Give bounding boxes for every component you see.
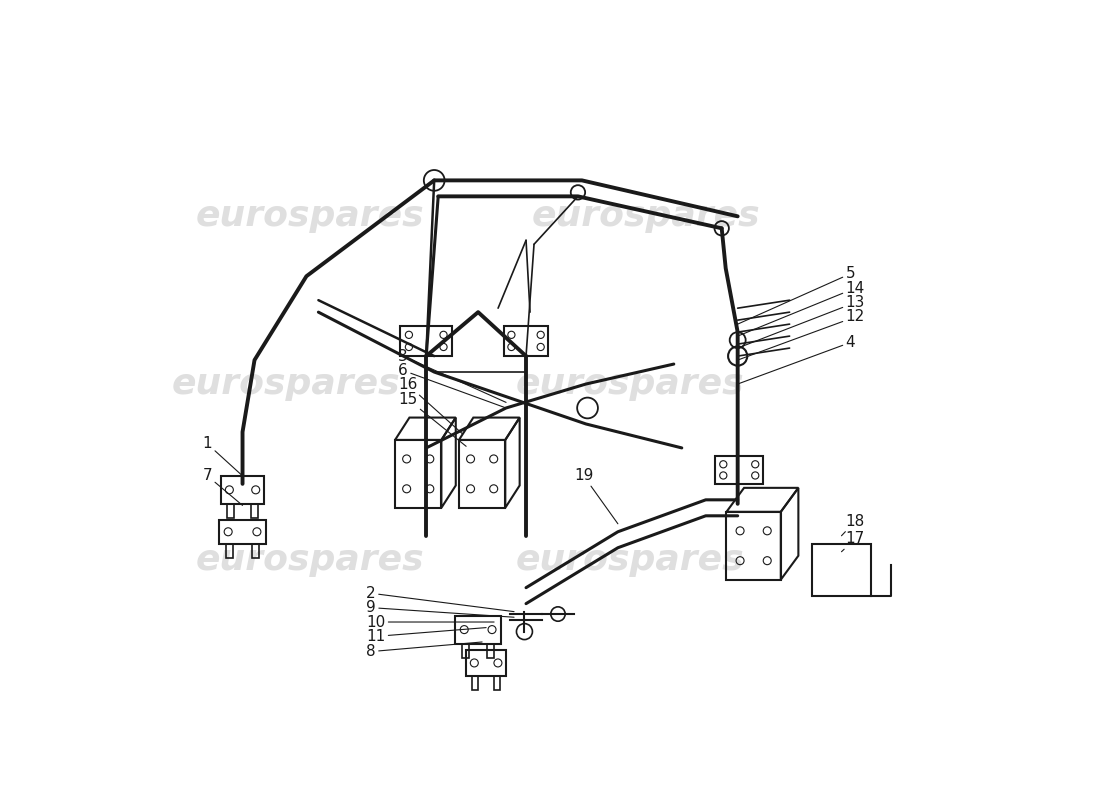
Text: 1: 1 (202, 437, 242, 476)
Text: 18: 18 (842, 514, 865, 536)
Text: 15: 15 (398, 392, 466, 446)
Text: 12: 12 (738, 310, 865, 360)
Text: 16: 16 (398, 378, 462, 434)
Text: 14: 14 (738, 281, 865, 336)
Text: eurospares: eurospares (531, 199, 760, 234)
Text: 3: 3 (398, 349, 506, 402)
Text: 6: 6 (398, 363, 506, 408)
Text: 17: 17 (842, 531, 865, 552)
Text: eurospares: eurospares (516, 367, 745, 401)
Text: 13: 13 (738, 295, 865, 348)
Text: 10: 10 (366, 614, 494, 630)
Text: 4: 4 (738, 335, 855, 384)
Text: 9: 9 (366, 600, 514, 618)
Text: eurospares: eurospares (172, 367, 400, 401)
Text: 5: 5 (738, 266, 855, 324)
Text: 7: 7 (202, 468, 242, 506)
Text: eurospares: eurospares (196, 199, 425, 234)
Text: 19: 19 (574, 468, 618, 524)
Text: eurospares: eurospares (196, 542, 425, 577)
Text: 11: 11 (366, 628, 486, 644)
Text: 2: 2 (366, 586, 514, 612)
Text: eurospares: eurospares (516, 542, 745, 577)
Text: 8: 8 (366, 642, 482, 659)
